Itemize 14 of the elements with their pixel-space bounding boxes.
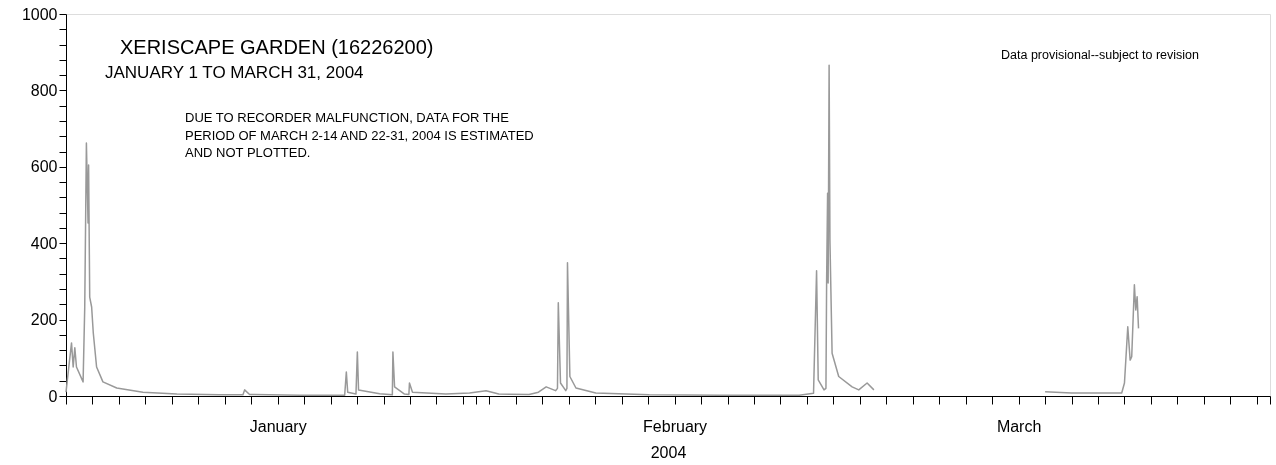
y-tick-label: 0 [48,387,58,405]
text: JANUARY 1 TO MARCH 31, 2004 [105,63,364,82]
y-tick-label: 400 [30,234,58,252]
x-tick-label: March [996,417,1042,435]
x-axis-title: 2004 [650,443,687,461]
y-tick-label: 200 [30,311,58,329]
y-tick-label: 600 [30,158,58,176]
x-tick-label: January [249,417,307,435]
text: XERISCAPE GARDEN (16226200) [120,36,434,58]
y-tick-label: 800 [30,81,58,99]
annotation: Data provisional--subject to revision [1000,48,1200,62]
annotation: DUE TO RECORDER MALFUNCTION, DATA FOR THE PERIOD OF MARCH 2-14 AND 22-31, 2004 IS ESTIMATED AND NOT PLOTTED. [185,110,534,160]
x-tick-label: February [643,417,708,435]
y-tick-label: 1000 [21,5,58,23]
